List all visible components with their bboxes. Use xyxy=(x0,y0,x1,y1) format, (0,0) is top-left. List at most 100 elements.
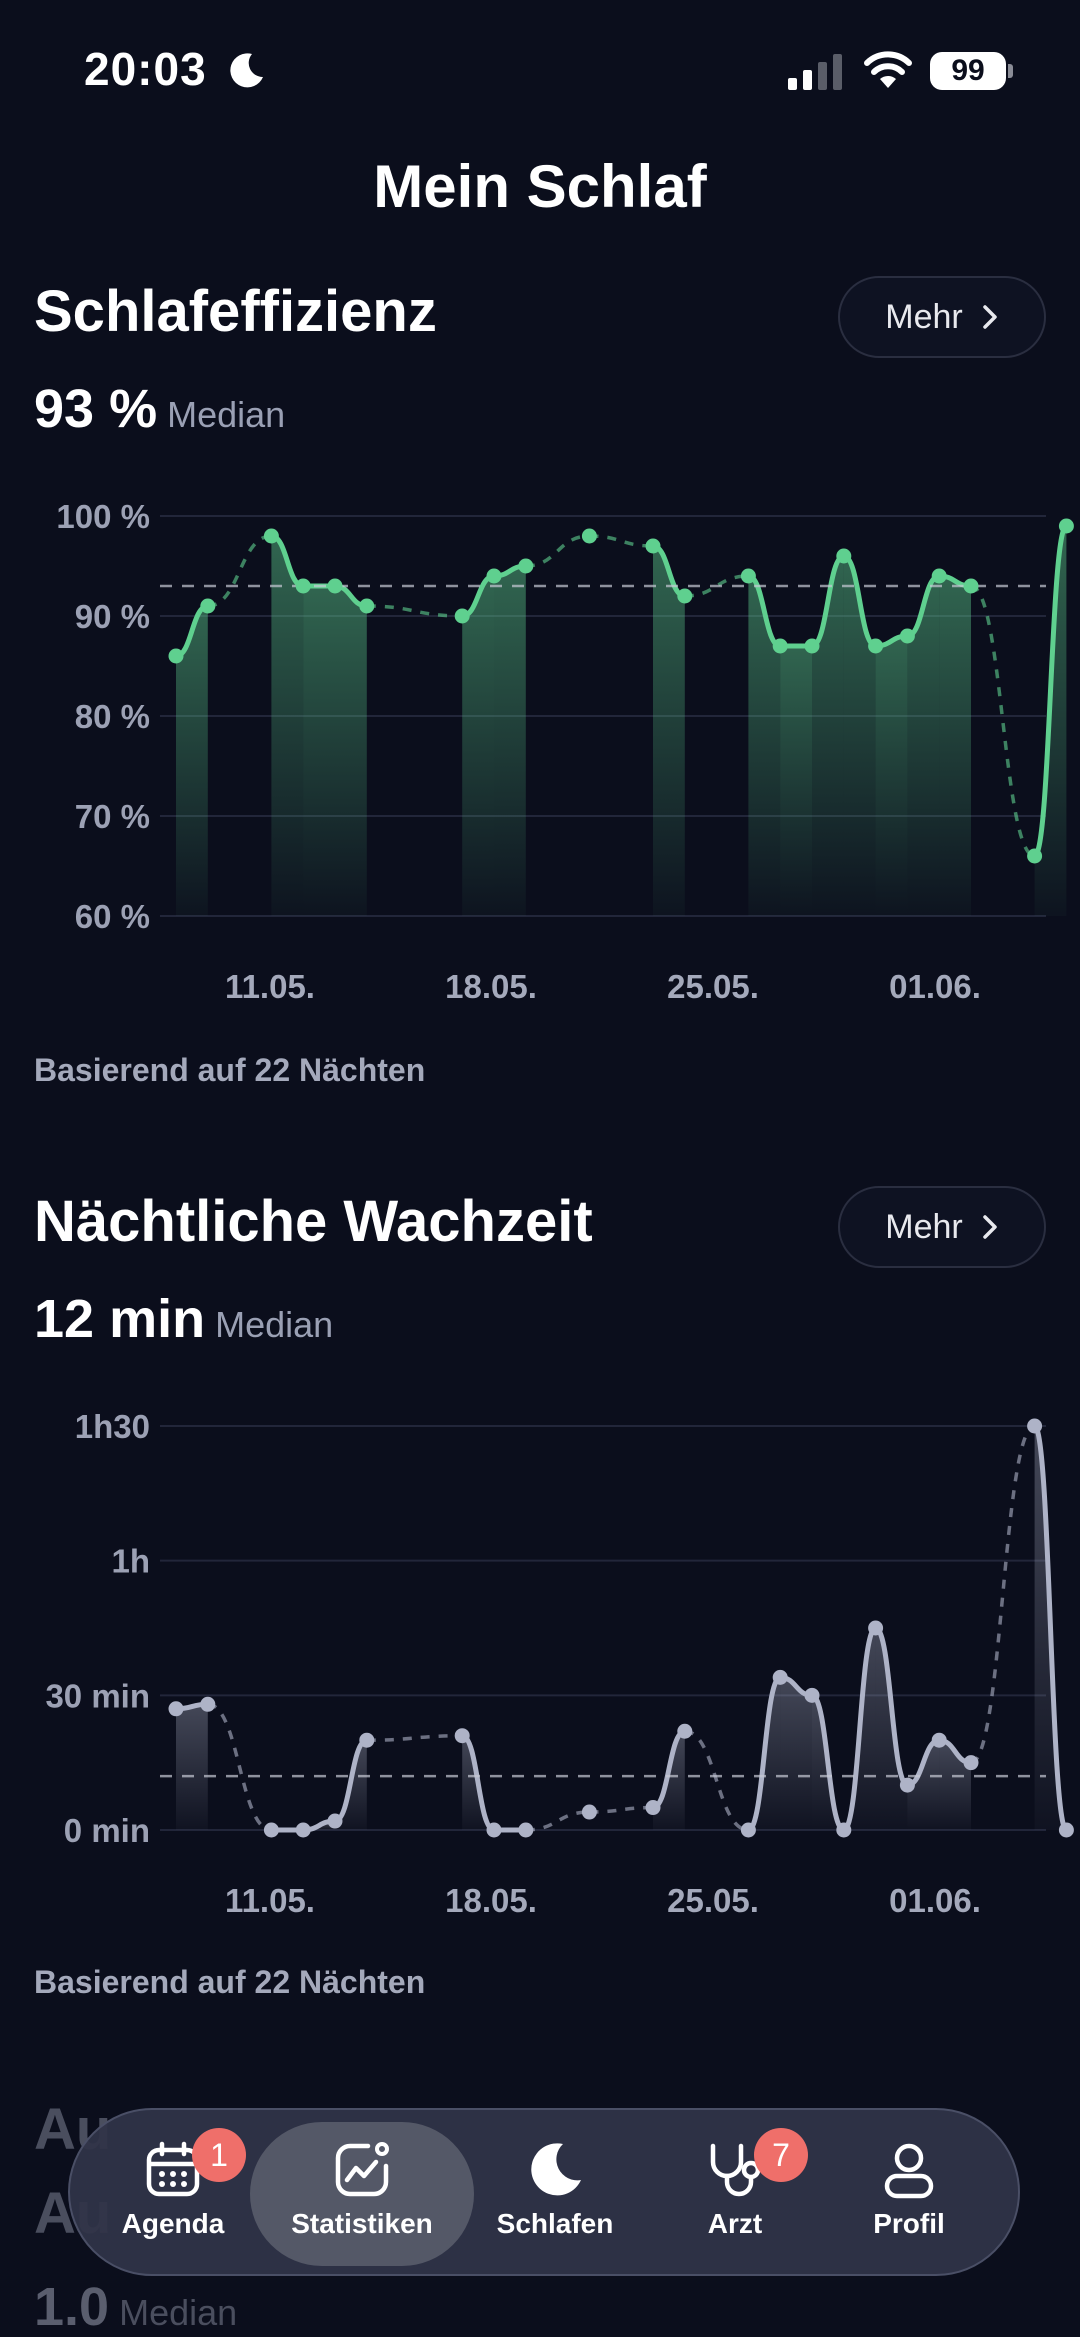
wake-time-based-on: Basierend auf 22 Nächten xyxy=(34,1964,426,2000)
eff-x-tick-label: 18.05. xyxy=(445,968,537,1005)
tab-agenda-label: Agenda xyxy=(121,2208,225,2239)
bottom-tab-bar: Agenda 1 Statistiken Schlafen Arzt 7 Pro… xyxy=(68,2108,1020,2276)
eff-data-point xyxy=(518,558,534,574)
wake-data-point xyxy=(454,1728,470,1744)
eff-area-fill xyxy=(494,566,526,916)
eff-data-point xyxy=(804,638,820,654)
eff-data-point xyxy=(581,528,597,544)
eff-x-tick-label: 11.05. xyxy=(225,968,315,1005)
person-icon xyxy=(884,2143,934,2199)
wake-x-tick-label: 25.05. xyxy=(667,1882,759,1919)
wake-area-fill xyxy=(780,1677,812,1830)
more-button-label: Mehr xyxy=(885,297,963,336)
eff-area-fill xyxy=(843,556,876,916)
chevron-right-icon xyxy=(982,1215,997,1239)
tab-agenda[interactable]: Agenda 1 xyxy=(98,2110,248,2278)
eff-area-fill xyxy=(780,646,812,916)
wake-time-title: Nächtliche Wachzeit xyxy=(34,1189,593,1254)
wake-data-point xyxy=(645,1800,661,1816)
eff-data-point xyxy=(963,578,979,594)
eff-data-point xyxy=(868,638,884,654)
eff-area-fill xyxy=(303,586,335,916)
eff-area-fill xyxy=(907,576,940,916)
wake-data-point xyxy=(581,1804,597,1820)
wake-gap-segment xyxy=(207,1702,272,1832)
eff-line-segment xyxy=(1032,523,1069,859)
eff-area-fill xyxy=(748,576,781,916)
wake-y-tick-label: 1h30 xyxy=(75,1408,150,1445)
wake-x-tick-label: 01.06. xyxy=(889,1882,981,1919)
tab-statistiken[interactable]: Statistiken xyxy=(250,2110,474,2278)
battery-level: 99 xyxy=(930,52,1006,90)
wake-data-point xyxy=(168,1701,184,1717)
wake-data-point xyxy=(740,1822,756,1838)
wake-data-point xyxy=(963,1755,979,1771)
wake-area-fill xyxy=(176,1704,208,1830)
eff-data-point xyxy=(454,608,470,624)
eff-data-point xyxy=(295,578,311,594)
eff-area-fill xyxy=(335,586,367,916)
tab-schlafen-label: Schlafen xyxy=(496,2208,614,2239)
median-value: 1.0 xyxy=(34,2277,110,2337)
status-time: 20:03 xyxy=(84,43,207,95)
wake-gap-segment xyxy=(525,1810,590,1832)
wake-gap-segment xyxy=(684,1729,749,1832)
wake-data-point xyxy=(200,1696,216,1712)
status-bar: 20:03 99 xyxy=(0,0,1080,140)
eff-gap-segment xyxy=(207,534,272,608)
wake-line-segment xyxy=(745,1674,783,1833)
eff-area-fill xyxy=(462,576,494,916)
eff-data-point xyxy=(677,588,693,604)
wake-time-median: 12 min Median xyxy=(34,1288,333,1350)
wake-line-segment xyxy=(1032,1423,1069,1833)
sleep-efficiency-chart: 100 % 90 % 80 % 70 % 60 % 11.05. 18.05. 25.05. 0… xyxy=(56,498,1074,1005)
wake-data-point xyxy=(518,1822,534,1838)
tab-statistiken-label: Statistiken xyxy=(291,2208,433,2239)
battery-tip xyxy=(1008,64,1013,78)
tab-profil[interactable]: Profil xyxy=(834,2110,984,2278)
cellular-signal-icon xyxy=(788,54,842,90)
wake-area-fill xyxy=(907,1740,940,1830)
eff-data-point xyxy=(899,628,915,644)
wake-gap-segment xyxy=(970,1424,1036,1765)
median-label: Median xyxy=(215,1304,334,1345)
sleep-efficiency-based-on: Basierend auf 22 Nächten xyxy=(34,1052,426,1088)
eff-data-point xyxy=(740,568,756,584)
eff-x-tick-label: 25.05. xyxy=(667,968,759,1005)
wake-data-point xyxy=(772,1669,788,1685)
eff-data-point xyxy=(168,648,184,664)
wake-time-chart: 1h30 1h 30 min 0 min 11.05. 18.05. 25.05. 01.06… xyxy=(45,1408,1074,1919)
wake-time-more-button[interactable]: Mehr xyxy=(838,1186,1046,1268)
wake-data-point xyxy=(899,1777,915,1793)
more-button-label: Mehr xyxy=(885,1207,963,1246)
wake-data-point xyxy=(931,1732,947,1748)
arzt-badge: 7 xyxy=(754,2128,808,2182)
tab-arzt-label: Arzt xyxy=(707,2208,763,2239)
eff-area-fill xyxy=(653,546,685,916)
eff-data-point xyxy=(263,528,279,544)
eff-data-point xyxy=(486,568,502,584)
wake-y-tick-label: 0 min xyxy=(64,1812,150,1849)
chevron-right-icon xyxy=(982,305,997,329)
median-value: 12 min xyxy=(34,1289,206,1349)
eff-area-fill xyxy=(875,636,908,916)
eff-area-fill xyxy=(271,536,304,916)
wake-data-point xyxy=(804,1687,820,1703)
eff-data-point xyxy=(200,598,216,614)
chart-icon xyxy=(335,2142,389,2197)
eff-gap-segment xyxy=(684,574,749,598)
eff-y-tick-label: 70 % xyxy=(75,798,150,835)
tab-schlafen[interactable]: Schlafen xyxy=(480,2110,630,2278)
wake-y-tick-label: 1h xyxy=(111,1543,150,1580)
eff-data-point xyxy=(327,578,343,594)
eff-gap-segment xyxy=(525,534,590,568)
sleep-efficiency-more-button[interactable]: Mehr xyxy=(838,276,1046,358)
eff-x-tick-label: 01.06. xyxy=(889,968,981,1005)
eff-data-point xyxy=(772,638,788,654)
tab-profil-label: Profil xyxy=(873,2208,945,2239)
wake-data-point xyxy=(295,1822,311,1838)
wake-data-point xyxy=(1058,1822,1074,1838)
tab-arzt[interactable]: Arzt 7 xyxy=(660,2110,810,2278)
wake-x-tick-label: 18.05. xyxy=(445,1882,537,1919)
wake-data-point xyxy=(327,1813,343,1829)
